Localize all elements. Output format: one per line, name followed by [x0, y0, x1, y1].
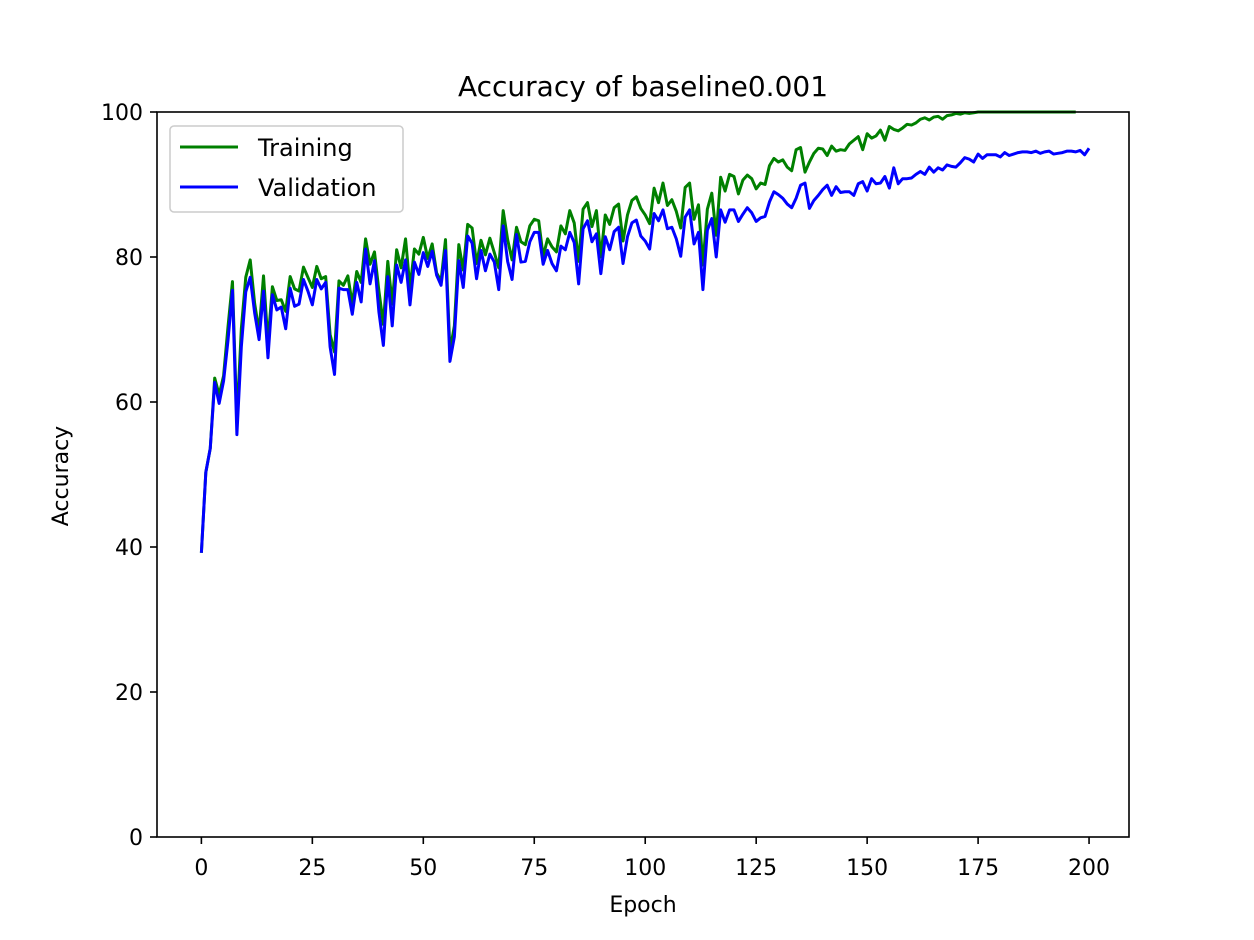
legend: Training Validation — [169, 125, 404, 213]
x-tick-label: 200 — [1068, 856, 1110, 881]
x-tick-label: 0 — [194, 856, 208, 881]
y-tick-label: 80 — [115, 246, 143, 271]
y-tick-label: 100 — [101, 101, 143, 126]
x-axis-label: Epoch — [609, 893, 676, 918]
chart-title: Accuracy of baseline0.001 — [458, 70, 828, 103]
plot-lines — [199, 110, 1091, 553]
x-tick-label: 100 — [624, 856, 666, 881]
x-tick-label: 75 — [520, 856, 548, 881]
x-tick-label: 50 — [409, 856, 437, 881]
series-line-validation — [199, 147, 1091, 553]
x-axis-ticks: 0 25 50 75 100 125 150 175 200 — [194, 837, 1110, 881]
y-tick-label: 60 — [115, 391, 143, 416]
y-tick-label: 20 — [115, 681, 143, 706]
y-tick-label: 0 — [129, 826, 143, 851]
series-line-training — [199, 110, 1076, 553]
y-tick-label: 40 — [115, 536, 143, 561]
x-tick-label: 175 — [957, 856, 999, 881]
y-axis-ticks: 0 20 40 60 80 100 — [101, 101, 157, 851]
plot-frame — [156, 111, 1130, 838]
legend-label-training: Training — [257, 134, 353, 162]
x-tick-label: 150 — [846, 856, 888, 881]
x-tick-label: 25 — [298, 856, 326, 881]
legend-label-validation: Validation — [258, 174, 377, 202]
x-tick-label: 125 — [735, 856, 777, 881]
y-axis-label: Accuracy — [49, 426, 74, 526]
